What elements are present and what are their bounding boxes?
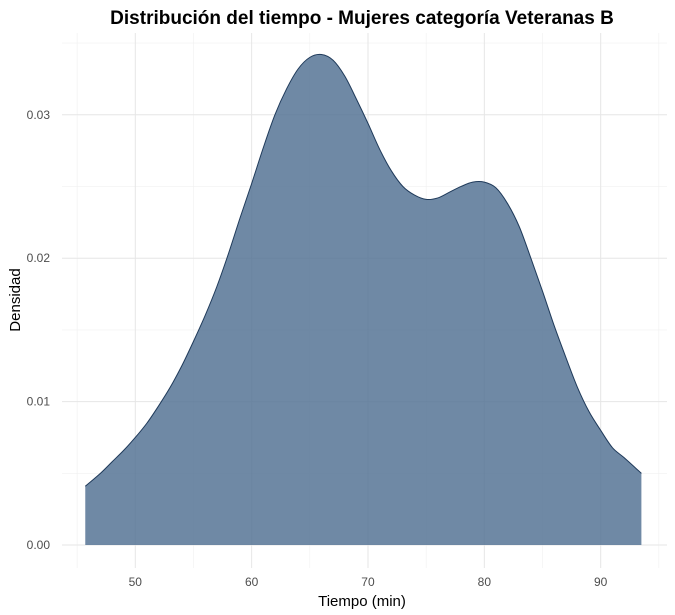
chart-title: Distribución del tiempo - Mujeres catego… [110, 8, 614, 29]
x-axis-tick-labels: 50 60 70 80 90 [129, 575, 608, 589]
x-tick-label: 80 [478, 575, 492, 589]
x-tick-label: 50 [129, 575, 143, 589]
y-axis-title: Densidad [7, 268, 24, 331]
density-area [85, 54, 642, 546]
y-tick-label: 0.02 [27, 251, 51, 265]
x-tick-label: 60 [245, 575, 259, 589]
density-curve [84, 53, 642, 487]
x-tick-label: 70 [361, 575, 375, 589]
y-axis-tick-labels: 0.00 0.01 0.02 0.03 [27, 108, 51, 552]
y-tick-label: 0.01 [27, 395, 51, 409]
y-tick-label: 0.00 [27, 538, 51, 552]
plot-area [84, 53, 642, 546]
x-tick-label: 90 [594, 575, 608, 589]
x-axis-title: Tiempo (min) [318, 593, 406, 610]
y-tick-label: 0.03 [27, 108, 51, 122]
